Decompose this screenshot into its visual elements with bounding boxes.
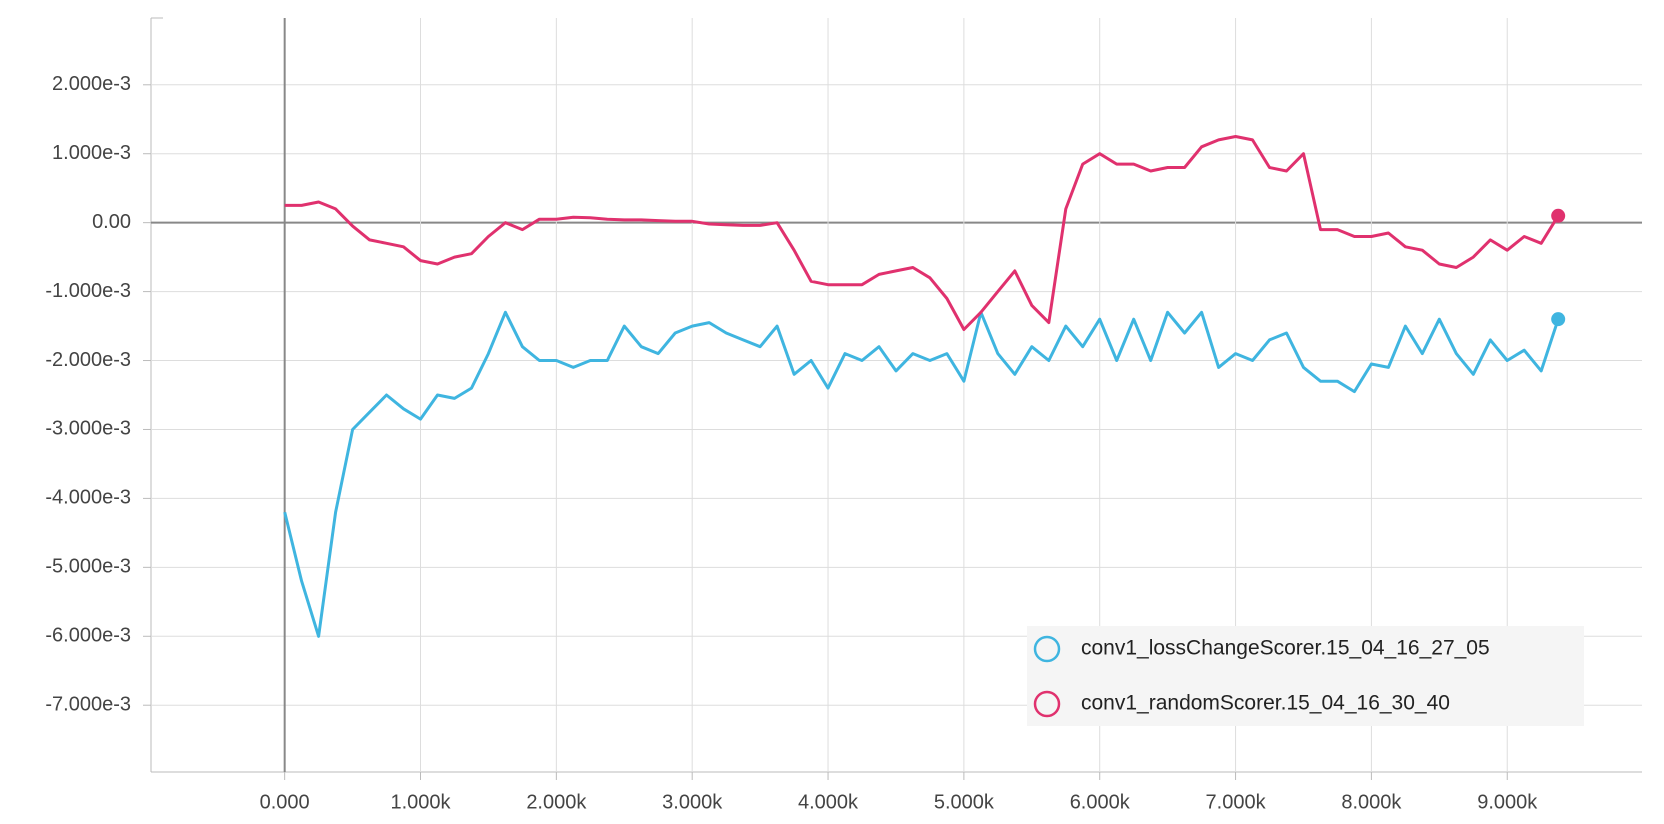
- y-tick-label: -2.000e-3: [45, 349, 131, 371]
- x-tick-label: 9.000k: [1477, 791, 1538, 813]
- x-tick-label: 7.000k: [1206, 791, 1267, 813]
- y-tick-label: -7.000e-3: [45, 693, 131, 715]
- series-line: [284, 135, 1560, 331]
- y-tick-label: -1.000e-3: [45, 280, 131, 302]
- x-tick-label: 3.000k: [662, 791, 723, 813]
- legend-text: conv1_lossChangeScorer.15_04_16_27_05: [1081, 637, 1490, 660]
- y-tick-label: -4.000e-3: [45, 487, 131, 509]
- y-tick-label: 1.000e-3: [52, 142, 131, 164]
- end-point: [1551, 312, 1566, 327]
- x-tick-label: 2.000k: [526, 791, 587, 813]
- y-tick-label: -3.000e-3: [45, 418, 131, 440]
- legend-marker: [1033, 635, 1061, 663]
- series-line: [283, 310, 1560, 638]
- x-tick-label: 5.000k: [934, 791, 995, 813]
- legend-box: [1027, 626, 1584, 726]
- end-point: [1551, 208, 1566, 223]
- x-tick-label: 1.000k: [390, 791, 451, 813]
- x-tick-label: 0.000: [260, 791, 310, 813]
- legend-text: conv1_randomScorer.15_04_16_30_40: [1081, 692, 1450, 715]
- y-tick-label: -5.000e-3: [45, 556, 131, 578]
- legend-marker: [1033, 690, 1061, 718]
- y-tick-label: 0.00: [92, 211, 131, 233]
- y-tick-label: -6.000e-3: [45, 625, 131, 647]
- legend: conv1_lossChangeScorer.15_04_16_27_05con…: [1027, 626, 1584, 726]
- x-tick-label: 8.000k: [1341, 791, 1402, 813]
- x-tick-label: 4.000k: [798, 791, 859, 813]
- x-tick-label: 6.000k: [1070, 791, 1131, 813]
- y-tick-label: 2.000e-3: [52, 73, 131, 95]
